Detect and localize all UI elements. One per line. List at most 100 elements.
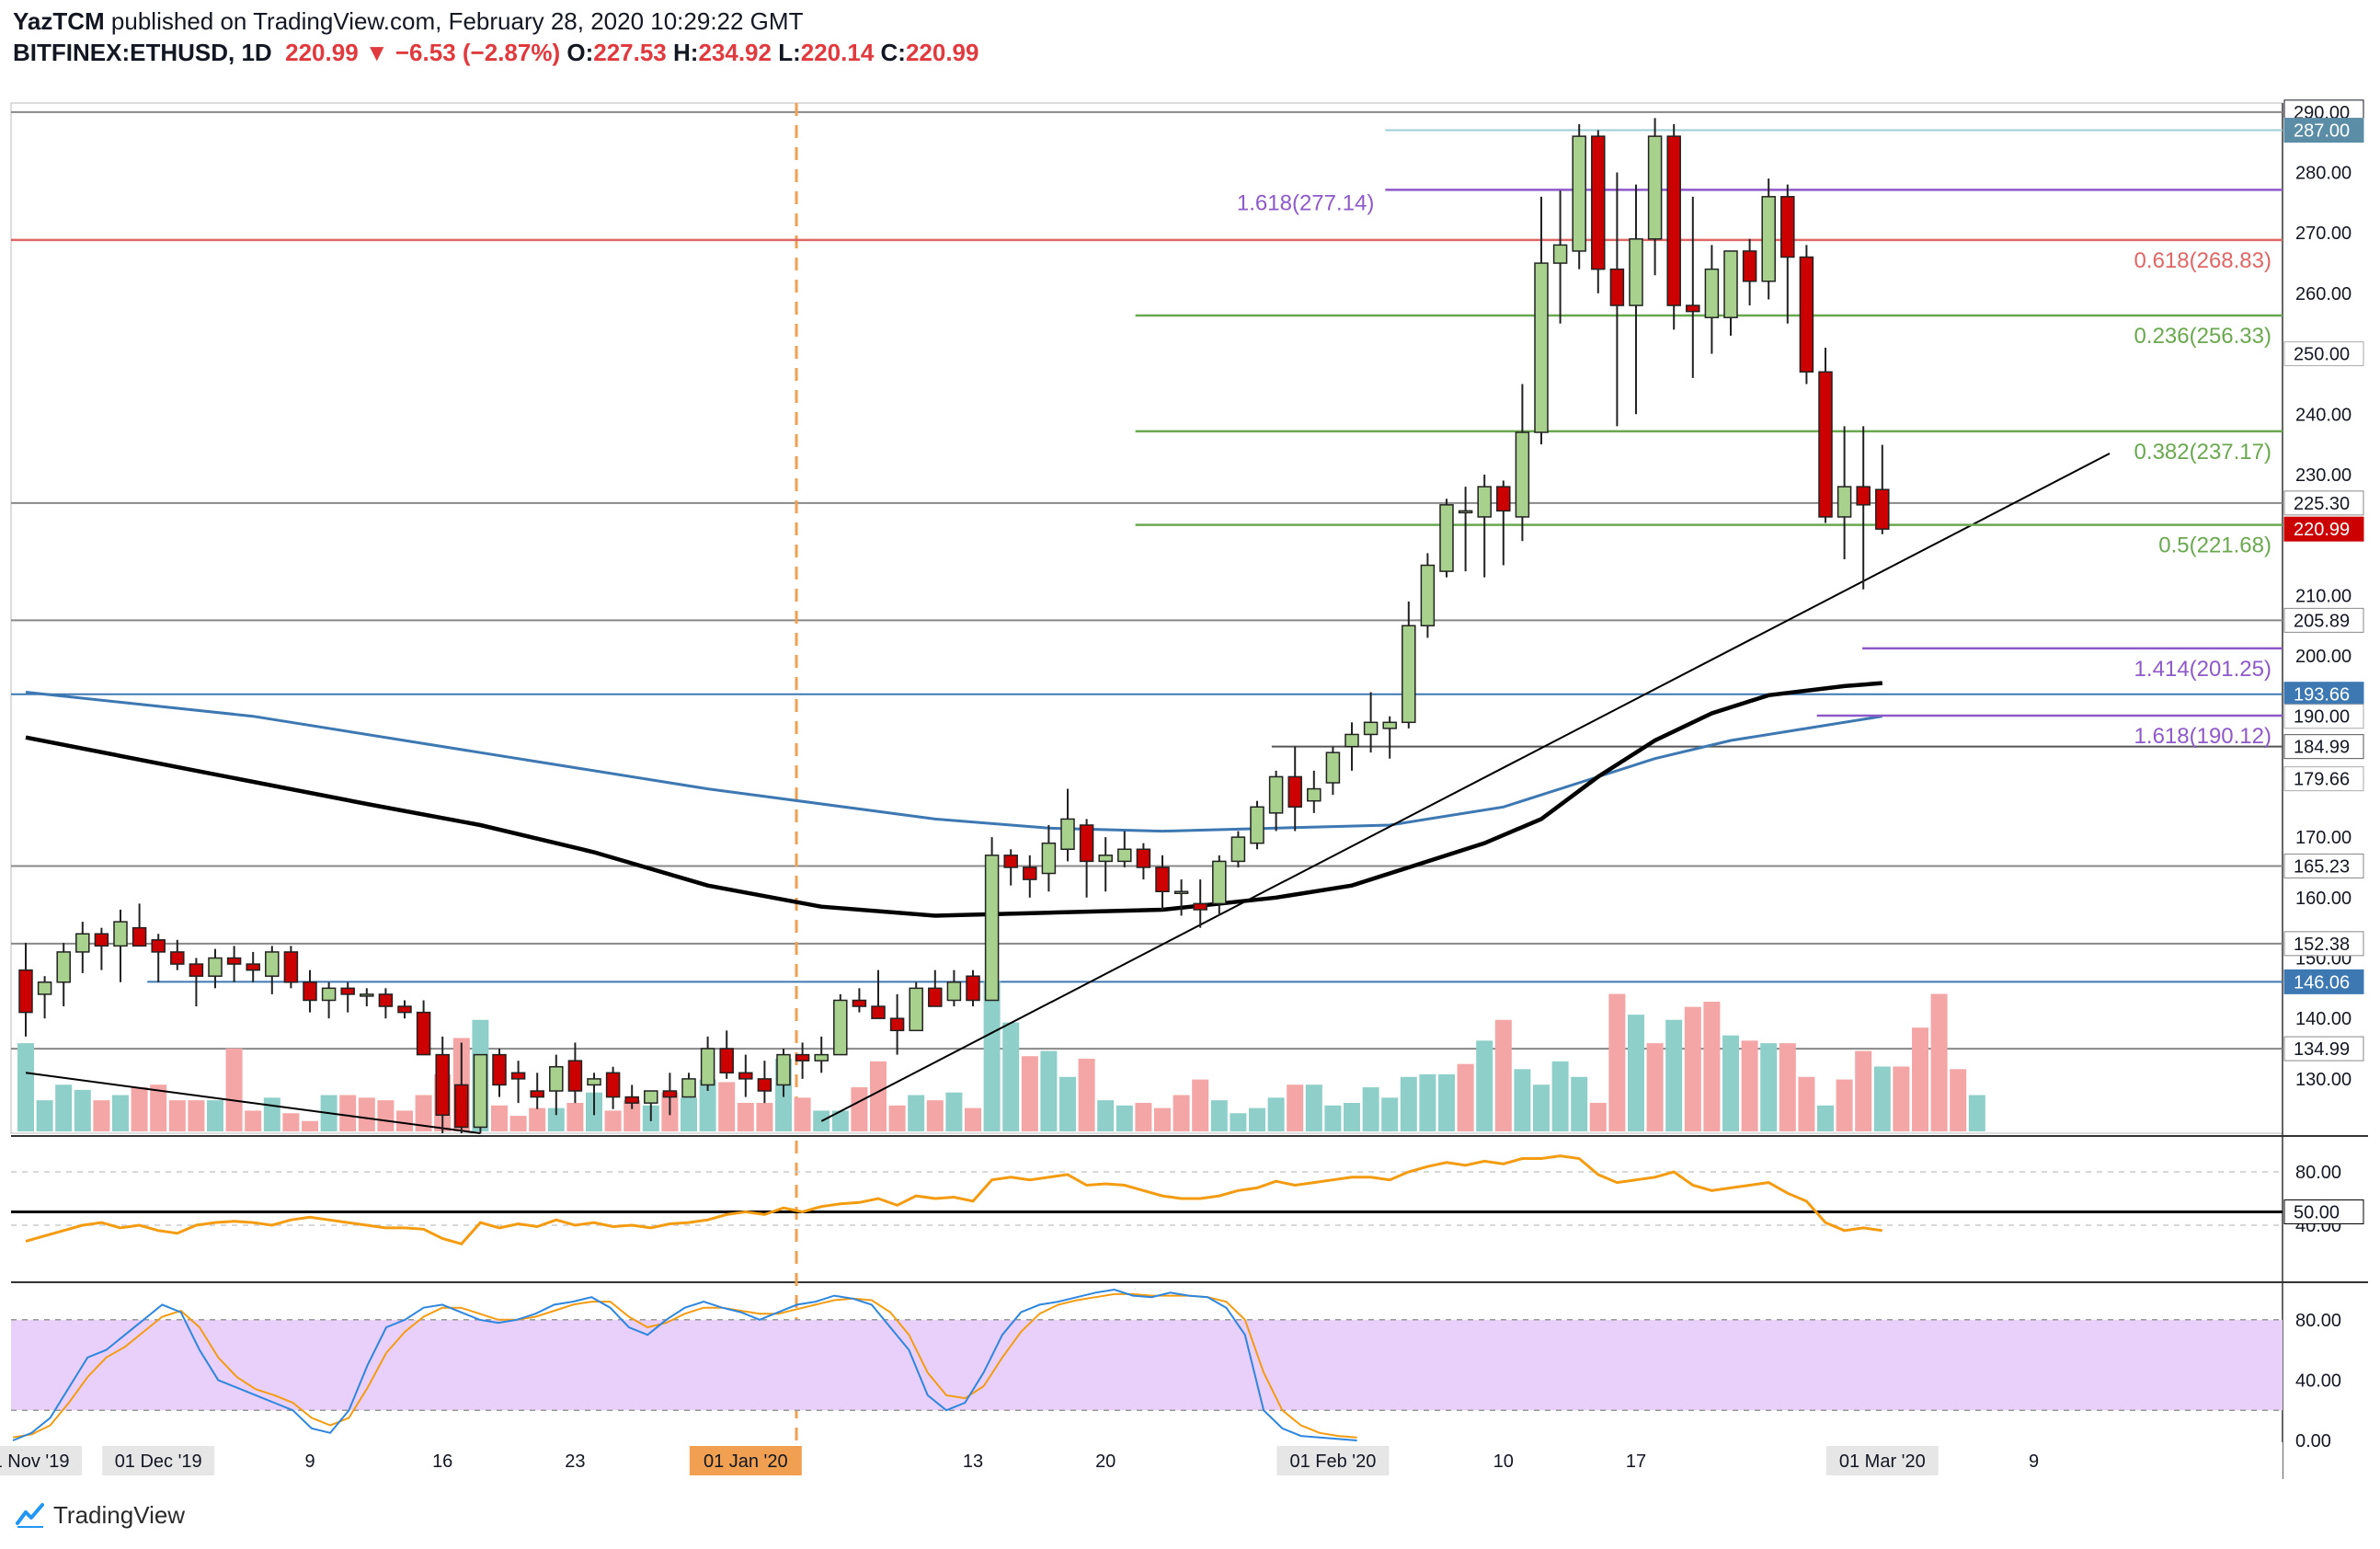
- candle-body: [1515, 431, 1530, 518]
- price-badge: [2283, 341, 2364, 367]
- candle-body: [454, 1084, 469, 1129]
- candle-body: [75, 933, 90, 953]
- price-badge-label: 220.99: [2294, 520, 2350, 540]
- candle-body: [549, 1065, 564, 1092]
- volume-bar: [1817, 1105, 1834, 1131]
- candle-body: [889, 1017, 905, 1032]
- candle-body: [1344, 733, 1359, 748]
- candle-body: [984, 855, 1000, 1002]
- price-badge: [2283, 1036, 2364, 1061]
- low-value: 220.14: [800, 39, 875, 66]
- volume-bar: [794, 1097, 811, 1131]
- volume-bar: [1873, 1066, 1891, 1131]
- candle-body: [151, 939, 166, 953]
- price-badge-label: 146.06: [2294, 972, 2350, 993]
- time-tick-label: 9: [304, 1451, 315, 1472]
- time-tick-label: 16: [432, 1451, 452, 1472]
- candle-body: [909, 987, 923, 1032]
- price-badge-label: 184.99: [2294, 738, 2350, 758]
- volume-bar: [282, 1113, 300, 1131]
- published-text: published on TradingView.com, February 2…: [110, 7, 804, 35]
- low-label: L:: [778, 39, 801, 66]
- stoch-d-line: [12, 1292, 1357, 1439]
- candle-body: [265, 951, 280, 977]
- candle-body: [605, 1072, 621, 1098]
- time-tick-label: 01 Jan '20: [704, 1451, 788, 1472]
- candle-body: [1173, 890, 1189, 894]
- candle-body: [1496, 486, 1511, 512]
- fib-level-label: 0.382(237.17): [2134, 440, 2271, 465]
- symbol-label[interactable]: BITFINEX:ETHUSD, 1D: [13, 39, 272, 66]
- time-tick-label: 20: [1095, 1451, 1116, 1472]
- volume-bar: [1722, 1035, 1739, 1131]
- volume-bar: [888, 1105, 906, 1131]
- price-tick-label: 270.00: [2295, 224, 2351, 244]
- volume-bar: [1665, 1019, 1683, 1131]
- candle-body: [1704, 268, 1720, 318]
- author-name[interactable]: YazTCM: [13, 7, 105, 35]
- candle-body: [1591, 135, 1606, 270]
- volume-bar: [491, 1105, 508, 1131]
- time-tick-label: 23: [565, 1451, 585, 1472]
- time-axis-badge: [1276, 1446, 1390, 1475]
- time-tick-label: 01 Nov '19: [0, 1451, 70, 1472]
- price-badge: [2283, 766, 2364, 792]
- candle-body: [1003, 855, 1018, 868]
- candle-body: [473, 1053, 488, 1129]
- candle-body: [833, 999, 848, 1056]
- candle-body: [435, 1053, 450, 1117]
- candle-body: [681, 1078, 696, 1098]
- volume-bar: [1249, 1107, 1265, 1131]
- candle-body: [700, 1048, 715, 1086]
- candle-body: [189, 963, 204, 977]
- price-badge-label: 152.38: [2294, 935, 2350, 955]
- candle-body: [1060, 818, 1075, 851]
- price-tick-label: 160.00: [2295, 889, 2351, 909]
- time-tick-label: 13: [963, 1451, 983, 1472]
- volume-bar: [1968, 1095, 1985, 1131]
- candle-body: [378, 993, 394, 1007]
- candle-body: [1723, 250, 1738, 318]
- price-badge: [2283, 853, 2364, 878]
- volume-bar: [1855, 1050, 1872, 1131]
- time-tick-label: 01 Dec '19: [115, 1451, 202, 1472]
- volume-bar: [225, 1048, 243, 1131]
- candle-body: [1477, 486, 1492, 518]
- volume-bar: [1760, 1043, 1778, 1131]
- volume-bar: [908, 1095, 925, 1131]
- candle-body: [340, 987, 355, 995]
- candle-body: [871, 1005, 886, 1019]
- tradingview-logo-icon: [16, 1503, 44, 1528]
- price-badge-label: 179.66: [2294, 770, 2350, 790]
- candle-body: [567, 1060, 583, 1092]
- time-axis-badge: [102, 1446, 215, 1475]
- price-badge-label: 193.66: [2294, 685, 2350, 706]
- volume-bar: [1930, 993, 1948, 1131]
- price-tick-label: 230.00: [2295, 465, 2351, 486]
- tradingview-brand[interactable]: TradingView: [15, 1499, 185, 1531]
- candle-body: [1193, 902, 1207, 911]
- candle-body: [530, 1090, 544, 1098]
- candle-body: [1155, 866, 1170, 892]
- fib-level-label: 0.236(256.33): [2134, 324, 2271, 349]
- volume-bar: [983, 981, 1001, 1131]
- candle-body: [1098, 855, 1113, 863]
- candle-body: [1041, 842, 1057, 875]
- volume-bar: [1344, 1102, 1360, 1131]
- volume-bar: [93, 1100, 110, 1131]
- candle-body: [492, 1053, 507, 1086]
- price-tick-label: 200.00: [2295, 647, 2351, 667]
- volume-bar: [1381, 1097, 1399, 1131]
- volume-bar: [1608, 993, 1626, 1131]
- price-tick-label: 260.00: [2295, 284, 2351, 304]
- stoch-k-line: [12, 1288, 1357, 1441]
- volume-bar: [831, 1110, 849, 1131]
- rsi-line: [25, 1154, 1883, 1245]
- volume-bar: [926, 1100, 944, 1131]
- rsi-tick-label: 80.00: [2295, 1163, 2341, 1183]
- candle-body: [208, 957, 223, 977]
- old-downtrend-trendline: [25, 1072, 481, 1134]
- volume-bar: [1798, 1076, 1815, 1131]
- candle-body: [738, 1072, 753, 1080]
